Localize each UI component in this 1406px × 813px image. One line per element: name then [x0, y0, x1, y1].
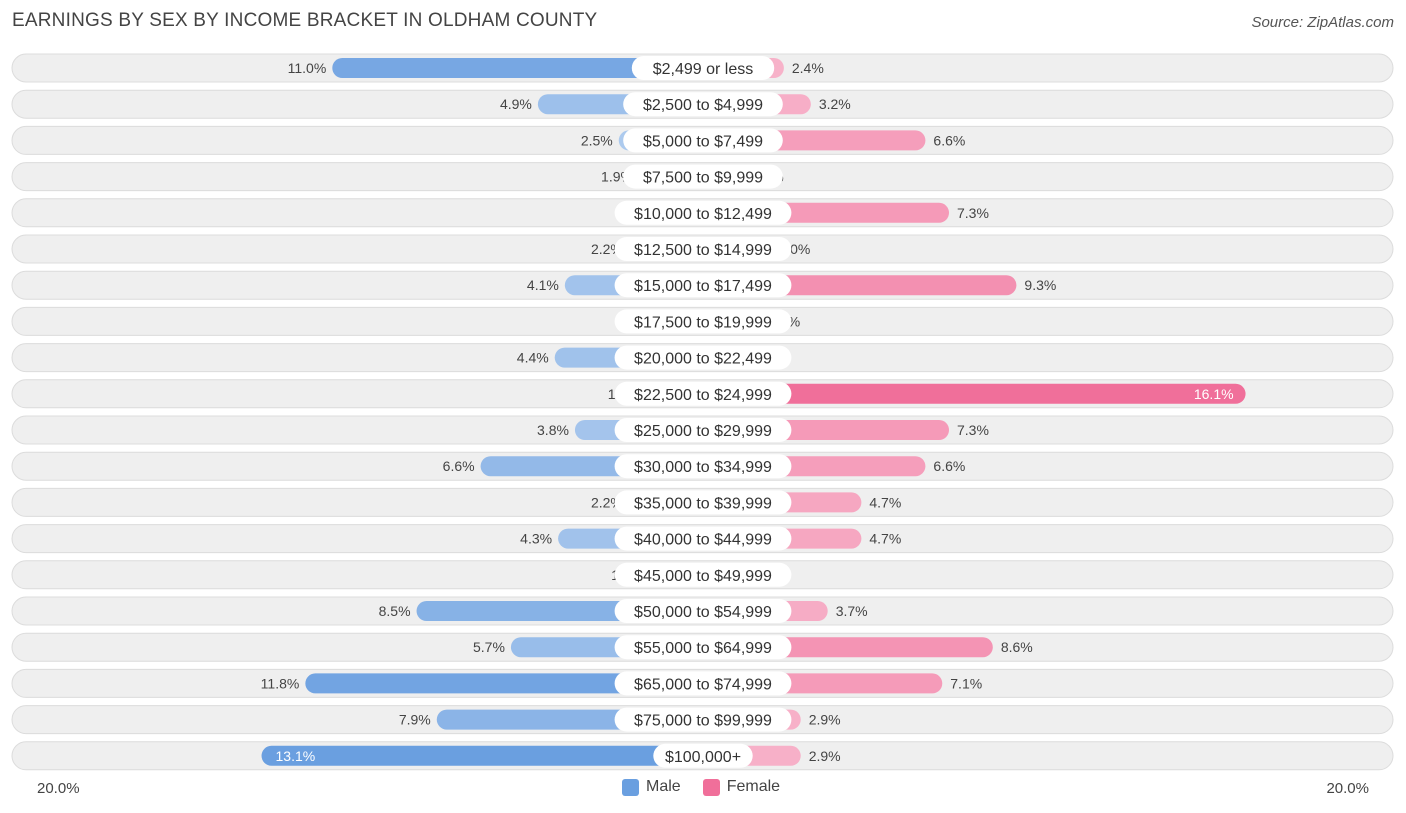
- category-label: $5,000 to $7,499: [643, 133, 763, 150]
- female-value-label: 8.6%: [1001, 639, 1033, 655]
- category-pill: [623, 92, 783, 117]
- source-label: Source: ZipAtlas.com: [1251, 14, 1394, 31]
- male-value-label: 2.5%: [581, 132, 613, 148]
- female-value-label: 7.3%: [957, 422, 989, 438]
- chart-title: EARNINGS BY SEX BY INCOME BRACKET IN OLD…: [12, 10, 598, 31]
- male-value-label: 4.1%: [527, 277, 559, 293]
- category-label: $55,000 to $64,999: [634, 640, 772, 657]
- category-label: $15,000 to $17,499: [634, 278, 772, 295]
- category-pill: [614, 562, 792, 587]
- male-value-label: 11.8%: [261, 675, 300, 691]
- legend-item-female[interactable]: Female: [702, 778, 781, 796]
- category-pill: [614, 418, 792, 442]
- male-bar: [305, 673, 703, 694]
- female-value-label: 7.1%: [950, 675, 982, 691]
- male-value-label: 4.3%: [520, 531, 552, 547]
- category-pill: [631, 56, 775, 80]
- male-value-label: 8.5%: [379, 603, 411, 619]
- male-value-label: 5.7%: [473, 639, 505, 655]
- female-value-label: 2.4%: [792, 60, 824, 76]
- category-pill: [653, 743, 753, 768]
- male-bar: [261, 745, 703, 766]
- category-label: $17,500 to $19,999: [634, 314, 772, 331]
- male-value-label: 3.8%: [537, 422, 569, 438]
- category-label: $20,000 to $22,499: [634, 351, 772, 368]
- category-pill: [614, 381, 792, 406]
- category-pill: [614, 599, 792, 623]
- category-pill: [614, 273, 792, 298]
- female-value-label: 4.7%: [869, 494, 901, 510]
- male-value-label: 2.2%: [591, 241, 623, 257]
- legend-label-male: Male: [646, 778, 681, 795]
- category-pill: [623, 128, 783, 153]
- category-pill: [614, 635, 792, 660]
- male-value-label: 6.6%: [443, 458, 475, 474]
- category-label: $45,000 to $49,999: [634, 568, 772, 585]
- male-value-label: 4.9%: [500, 96, 532, 112]
- category-label: $25,000 to $29,999: [634, 423, 772, 440]
- category-pill: [614, 671, 792, 696]
- female-value-label: 16.1%: [1194, 386, 1234, 402]
- female-value-label: 4.7%: [869, 531, 901, 547]
- category-label: $40,000 to $44,999: [634, 532, 772, 549]
- female-value-label: 3.7%: [836, 603, 868, 619]
- category-label: $10,000 to $12,499: [634, 206, 772, 223]
- category-pill: [614, 237, 792, 261]
- category-pill: [614, 309, 792, 334]
- category-label: $35,000 to $39,999: [634, 495, 772, 512]
- legend-item-male[interactable]: Male: [622, 778, 681, 796]
- female-value-label: 2.9%: [809, 712, 841, 728]
- category-pill: [623, 164, 783, 189]
- category-pill: [614, 200, 792, 225]
- male-value-label: 2.2%: [591, 494, 623, 510]
- category-pill: [614, 490, 792, 515]
- female-value-label: 6.6%: [933, 132, 965, 148]
- category-label: $100,000+: [665, 749, 741, 766]
- female-bar: [703, 383, 1246, 404]
- category-pill: [614, 345, 792, 370]
- female-value-label: 6.6%: [933, 458, 965, 474]
- female-value-label: 3.2%: [819, 96, 851, 112]
- category-label: $2,500 to $4,999: [643, 97, 763, 114]
- female-value-label: 7.3%: [957, 205, 989, 221]
- male-swatch-icon: [622, 778, 639, 796]
- category-label: $12,500 to $14,999: [634, 242, 772, 259]
- axis-min-label: 20.0%: [37, 780, 80, 797]
- female-value-label: 9.3%: [1024, 277, 1056, 293]
- category-label: $65,000 to $74,999: [634, 676, 772, 693]
- legend: Male Female: [622, 778, 780, 796]
- male-value-label: 7.9%: [399, 712, 431, 728]
- category-pill: [614, 454, 792, 479]
- male-value-label: 11.0%: [288, 60, 327, 76]
- category-label: $75,000 to $99,999: [634, 713, 772, 730]
- female-value-label: 2.9%: [809, 748, 841, 764]
- legend-label-female: Female: [726, 778, 781, 795]
- female-swatch-icon: [702, 778, 720, 796]
- category-label: $22,500 to $24,999: [634, 387, 772, 404]
- axis-max-label: 20.0%: [1326, 780, 1369, 797]
- category-label: $7,500 to $9,999: [643, 170, 763, 187]
- category-pill: [614, 526, 792, 551]
- male-value-label: 4.4%: [517, 350, 549, 366]
- male-bar: [332, 58, 703, 78]
- category-pill: [614, 707, 792, 732]
- category-label: $50,000 to $54,999: [634, 604, 772, 621]
- category-label: $2,499 or less: [653, 61, 754, 78]
- male-value-label: 13.1%: [276, 748, 316, 764]
- category-label: $30,000 to $34,999: [634, 459, 772, 476]
